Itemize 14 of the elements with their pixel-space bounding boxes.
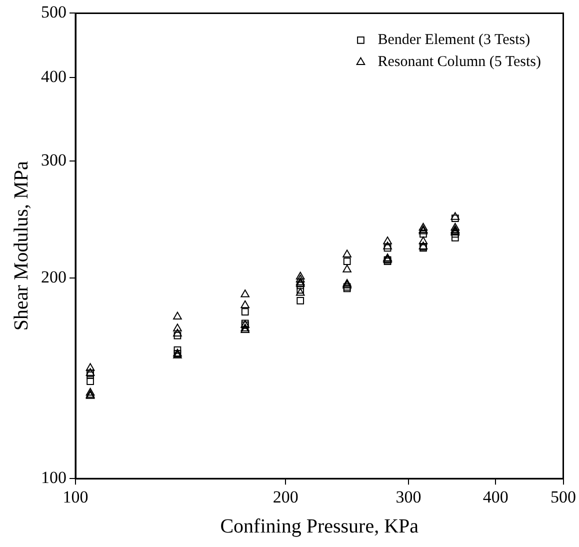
x-tick-label: 100 bbox=[62, 487, 88, 506]
y-tick-label: 300 bbox=[41, 150, 66, 170]
y-tick-label: 100 bbox=[41, 468, 66, 488]
x-tick-label: 400 bbox=[482, 487, 508, 506]
y-tick-label: 500 bbox=[41, 2, 66, 22]
legend-label: Bender Element (3 Tests) bbox=[378, 32, 530, 48]
x-axis-title: Confining Pressure, KPa bbox=[220, 515, 419, 538]
y-tick-label: 200 bbox=[41, 268, 66, 287]
x-tick-label: 300 bbox=[396, 487, 422, 506]
legend-label: Resonant Column (5 Tests) bbox=[378, 54, 541, 70]
x-tick-label: 200 bbox=[272, 487, 298, 506]
y-axis-title: Shear Modulus, MPa bbox=[10, 161, 32, 331]
y-tick-label: 400 bbox=[41, 67, 66, 86]
x-tick-label: 500 bbox=[550, 487, 576, 506]
